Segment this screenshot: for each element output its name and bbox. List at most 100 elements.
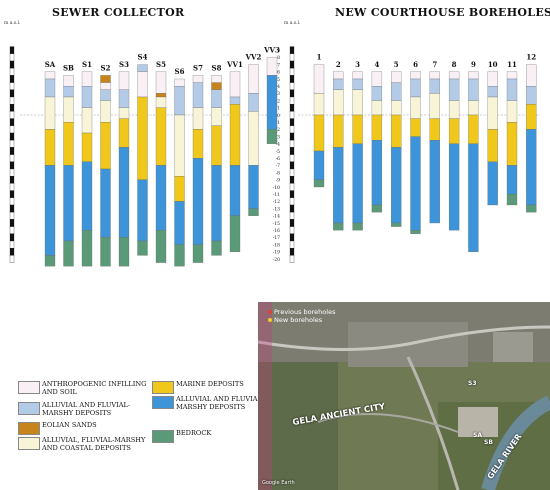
sewer-borehole-layer-marine — [211, 125, 222, 166]
scale-segment-right — [289, 248, 295, 256]
sewer-borehole-layer-eolian — [155, 93, 167, 98]
sewer-borehole-layer-alluvial_marshy — [81, 86, 93, 108]
courthouse-borehole-layer-anthropogenic — [448, 71, 460, 80]
courthouse-borehole-layer-alluvial_marshy — [448, 78, 460, 101]
map-credit: Google Earth — [262, 480, 295, 486]
sewer-borehole-layer-anthropogenic — [137, 71, 148, 98]
courthouse-borehole-layer-marine — [487, 129, 498, 162]
scale-segment-right — [289, 190, 295, 198]
axis-tick-right: -1 — [276, 120, 281, 126]
courthouse-borehole-label: 5 — [394, 60, 399, 69]
sewer-borehole-layer-alluvial_deposits — [248, 165, 259, 209]
sewer-borehole-layer-alluvial_marshy — [192, 82, 204, 108]
courthouse-borehole-layer-alluvial_deposits — [371, 140, 383, 206]
scale-segment-left — [9, 190, 15, 198]
sewer-borehole-label: SB — [63, 63, 74, 72]
scale-segment-right — [289, 147, 295, 155]
courthouse-borehole-layer-coastal — [429, 93, 440, 119]
scale-segment-right — [289, 240, 295, 249]
courthouse-borehole-layer-coastal — [410, 96, 421, 119]
axis-tick-right: 4 — [277, 84, 280, 90]
sewer-borehole-layer-alluvial_deposits — [63, 165, 74, 242]
courthouse-borehole-layer-coastal — [333, 89, 344, 116]
courthouse-borehole-layer-alluvial_marshy — [352, 78, 363, 90]
axis-tick-right: -4 — [276, 142, 281, 148]
scale-segment-right — [289, 161, 295, 170]
scale-segment-left — [9, 75, 15, 83]
scale-segment-right — [289, 75, 295, 83]
sewer-borehole-layer-marine — [63, 122, 74, 166]
satellite-map: Previous boreholes New boreholes GELA AN… — [258, 302, 550, 490]
courthouse-borehole-layer-bedrock — [526, 204, 537, 213]
sewer-borehole-label: S2 — [101, 63, 111, 72]
sewer-borehole-layer-marine — [192, 129, 204, 159]
axis-tick-right: -14 — [273, 214, 280, 220]
scale-segment-left — [9, 125, 15, 134]
scale-segment-right — [289, 104, 295, 112]
sewer-borehole-layer-coastal — [44, 96, 56, 130]
axis-tick-right: -9 — [276, 178, 281, 184]
sewer-borehole-layer-bedrock — [211, 240, 222, 256]
sewer-borehole-label: VV1 — [226, 60, 243, 69]
legend-swatch-marine — [152, 381, 174, 394]
scale-segment-left — [9, 233, 15, 242]
scale-segment-left — [9, 132, 15, 141]
sewer-borehole-layer-alluvial_marshy — [44, 78, 56, 98]
map-key-previous: Previous boreholes — [268, 308, 335, 316]
axis-tick-right: 9 — [277, 48, 280, 54]
courthouse-borehole-layer-coastal — [448, 100, 460, 119]
sewer-borehole-layer-coastal — [174, 114, 185, 177]
sewer-borehole-layer-bedrock — [118, 237, 130, 267]
axis-tick-right: -7 — [276, 163, 281, 169]
axis-unit-right: m a.s.l. — [284, 20, 301, 26]
sewer-borehole-label: VV3 — [263, 45, 280, 54]
courthouse-borehole-label: 10 — [488, 60, 498, 69]
sewer-borehole-layer-alluvial_marshy — [174, 86, 185, 116]
sewer-borehole-layer-alluvial_deposits — [44, 165, 56, 256]
courthouse-borehole-layer-alluvial_marshy — [391, 82, 402, 101]
sewer-borehole-layer-coastal — [155, 96, 167, 108]
scale-segment-left — [9, 197, 15, 206]
scale-segment-right — [289, 197, 295, 206]
courthouse-borehole-label: 11 — [507, 60, 517, 69]
sewer-borehole-layer-alluvial_deposits — [100, 168, 111, 238]
courthouse-borehole-layer-alluvial_marshy — [333, 78, 344, 90]
scale-segment-left — [9, 60, 15, 69]
sewer-borehole-label: S3 — [119, 60, 129, 69]
sewer-borehole-layer-anthropogenic — [118, 71, 130, 90]
courthouse-borehole-layer-anthropogenic — [487, 71, 498, 87]
scale-segment-left — [9, 53, 15, 62]
sewer-borehole-layer-alluvial_deposits — [137, 179, 148, 242]
scale-segment-right — [289, 53, 295, 62]
courthouse-borehole-layer-marine — [506, 122, 518, 166]
legend-swatch-anthropogenic — [18, 381, 40, 394]
sewer-borehole-layer-bedrock — [266, 129, 278, 144]
sewer-borehole-layer-marine — [81, 132, 93, 162]
sewer-borehole-layer-alluvial_deposits — [192, 158, 204, 245]
legend-label-alluvial_marshy: ALLUVIAL AND FLUVIAL-MARSHY DEPOSITS — [42, 401, 131, 417]
axis-tick-right: 0 — [277, 113, 280, 119]
sewer-borehole-layer-anthropogenic — [155, 71, 167, 94]
sewer-borehole-layer-anthropogenic — [174, 78, 185, 87]
axis-tick-right: -20 — [273, 257, 280, 263]
scale-segment-left — [9, 161, 15, 170]
sewer-borehole-layer-alluvial_deposits — [81, 161, 93, 231]
axis-tick-right: 6 — [277, 70, 280, 76]
scale-segment-right — [289, 140, 295, 148]
scale-segment-right — [289, 82, 295, 90]
axis-tick-right: -6 — [276, 156, 281, 162]
courthouse-borehole-layer-alluvial_deposits — [429, 140, 440, 224]
scale-segment-right — [289, 233, 295, 242]
courthouse-borehole-layer-marine — [429, 118, 440, 141]
axis-tick-right: 5 — [277, 77, 280, 83]
sewer-borehole-layer-alluvial_marshy — [118, 89, 130, 108]
sewer-collector-title: SEWER COLLECTOR — [52, 6, 185, 19]
sewer-borehole-layer-anthropogenic — [229, 71, 241, 98]
sewer-borehole-layer-anthropogenic — [63, 75, 74, 87]
courthouse-borehole-label: 1 — [317, 53, 322, 62]
sewer-borehole-layer-alluvial_deposits — [229, 165, 241, 216]
sewer-borehole-layer-marine — [118, 118, 130, 148]
axis-tick-right: 3 — [277, 91, 280, 97]
scale-segment-right — [289, 125, 295, 134]
courthouse-borehole-layer-marine — [526, 104, 537, 130]
